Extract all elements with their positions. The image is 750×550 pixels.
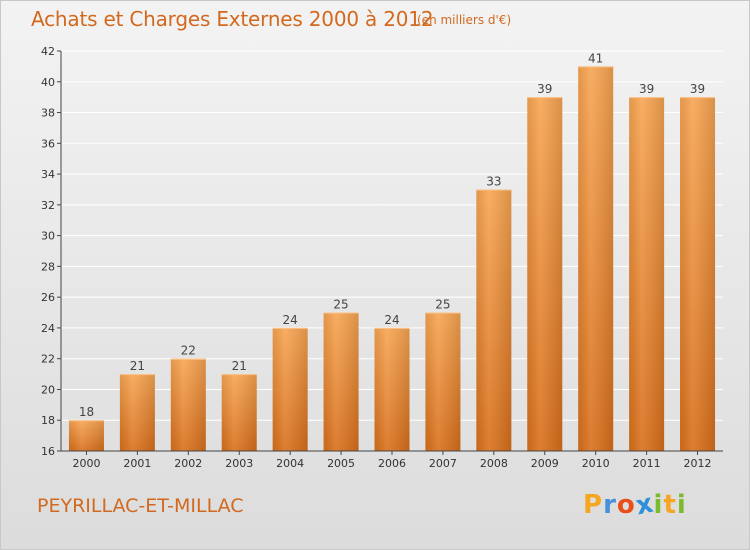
y-tick-label: 38 <box>41 107 55 120</box>
y-tick-label: 26 <box>41 291 55 304</box>
y-tick-label: 16 <box>41 445 55 458</box>
bar-shade <box>476 189 512 451</box>
logo-letter: t <box>663 490 677 520</box>
data-label: 39 <box>639 82 654 96</box>
data-label: 39 <box>690 82 705 96</box>
bar-shade <box>119 374 155 451</box>
bar-shade <box>221 374 257 451</box>
logo-letter: P <box>583 490 604 520</box>
y-tick-label: 18 <box>41 414 55 427</box>
proxiti-logo: Proxiti <box>583 488 687 521</box>
bar-shade <box>578 66 614 451</box>
logo-letter: o <box>616 490 636 520</box>
bar-shade <box>629 97 665 452</box>
data-label: 24 <box>283 313 298 327</box>
logo-letter: i <box>653 490 664 520</box>
data-label: 33 <box>486 174 501 188</box>
chart-subtitle: (en milliers d'€) <box>417 13 512 27</box>
commune-name: PEYRILLAC-ET-MILLAC <box>37 495 244 517</box>
y-tick-label: 22 <box>41 353 55 366</box>
data-label: 39 <box>537 82 552 96</box>
y-tick-label: 32 <box>41 199 55 212</box>
y-tick-label: 20 <box>41 383 55 396</box>
y-tick-label: 28 <box>41 260 55 273</box>
x-tick-label: 2003 <box>225 457 253 470</box>
x-tick-label: 2006 <box>378 457 406 470</box>
bar-shade <box>425 312 461 451</box>
data-label: 24 <box>384 313 399 327</box>
logo-letter: i <box>676 490 687 520</box>
chart-title: Achats et Charges Externes 2000 à 2012 <box>31 7 434 31</box>
x-tick-label: 2002 <box>174 457 202 470</box>
y-tick-label: 30 <box>41 230 55 243</box>
data-label: 21 <box>130 359 145 373</box>
x-tick-label: 2004 <box>276 457 304 470</box>
x-tick-label: 2000 <box>72 457 100 470</box>
x-tick-label: 2010 <box>582 457 610 470</box>
data-label: 41 <box>588 51 603 65</box>
bar-shade <box>374 327 410 451</box>
bar-shade <box>323 312 359 451</box>
y-tick-label: 24 <box>41 322 55 335</box>
bar-shade <box>527 97 563 452</box>
logo-letter: r <box>603 490 617 520</box>
y-tick-label: 42 <box>41 45 55 58</box>
data-label: 25 <box>333 298 348 312</box>
x-tick-label: 2012 <box>684 457 712 470</box>
data-label: 18 <box>79 405 94 419</box>
x-tick-label: 2008 <box>480 457 508 470</box>
bar-shade <box>68 420 104 451</box>
y-tick-label: 40 <box>41 76 55 89</box>
x-tick-label: 2007 <box>429 457 457 470</box>
x-tick-label: 2009 <box>531 457 559 470</box>
bars: 18 21 22 21 24 25 24 25 33 39 41 39 39 <box>68 51 716 452</box>
bar-shade <box>170 358 206 451</box>
y-tick-label: 34 <box>41 168 55 181</box>
bar-shade <box>272 327 308 451</box>
bar-shade <box>680 97 716 452</box>
data-label: 25 <box>435 298 450 312</box>
data-label: 21 <box>232 359 247 373</box>
axes: 16 18 20 22 24 26 28 30 32 34 36 38 40 42 2000 2001 2002… <box>41 45 723 470</box>
x-tick-label: 2011 <box>633 457 661 470</box>
y-tick-label: 36 <box>41 137 55 150</box>
x-tick-label: 2005 <box>327 457 355 470</box>
x-tick-label: 2001 <box>123 457 151 470</box>
data-label: 22 <box>181 344 196 358</box>
